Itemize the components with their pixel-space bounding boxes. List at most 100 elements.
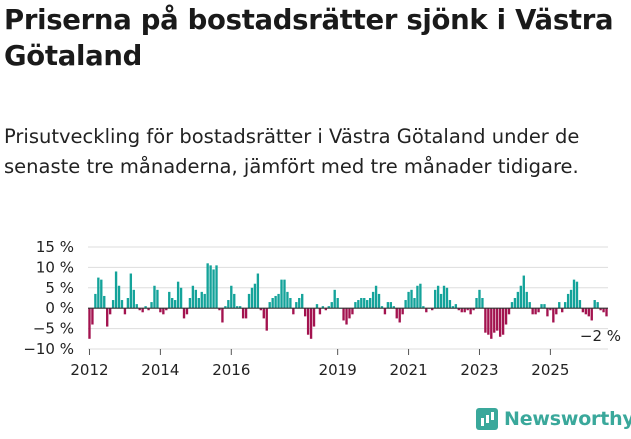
bar xyxy=(306,308,310,335)
bar xyxy=(457,308,460,311)
bar xyxy=(238,306,242,309)
bar xyxy=(209,265,212,309)
bar xyxy=(368,298,372,309)
bar xyxy=(460,308,463,313)
bar xyxy=(318,308,322,315)
bar xyxy=(342,308,345,321)
x-tick-label: 2012 xyxy=(70,361,108,379)
bar xyxy=(493,308,496,333)
bar xyxy=(126,298,130,309)
bar xyxy=(566,293,570,309)
bar xyxy=(262,308,265,319)
bar xyxy=(212,269,215,309)
bar xyxy=(513,298,517,309)
bar xyxy=(363,298,366,309)
bar xyxy=(132,289,135,309)
bar xyxy=(221,308,224,323)
bar xyxy=(522,275,525,309)
bar xyxy=(398,308,401,323)
bar xyxy=(392,306,395,309)
bar xyxy=(475,298,478,309)
bar xyxy=(114,271,118,309)
bar xyxy=(478,289,481,309)
bar xyxy=(123,308,127,315)
bar xyxy=(301,293,304,309)
bar xyxy=(386,302,390,309)
bar xyxy=(605,308,608,317)
bar xyxy=(487,308,490,335)
bar xyxy=(283,279,286,309)
bar xyxy=(540,304,543,309)
newsworthy-logo: Newsworthy xyxy=(476,408,631,430)
bar xyxy=(561,308,564,313)
bar xyxy=(292,308,295,315)
bar xyxy=(215,265,218,309)
bar xyxy=(498,308,502,337)
bar xyxy=(327,306,330,309)
bar xyxy=(233,293,236,309)
bar xyxy=(106,308,109,327)
bar xyxy=(537,308,540,313)
bar xyxy=(309,308,313,339)
bar xyxy=(295,302,298,309)
bar xyxy=(141,308,144,313)
chart-title: Priserna på bostadsrätter sjönk i Västra… xyxy=(4,4,614,72)
last-value-label: −2 % xyxy=(580,327,621,345)
bar xyxy=(156,289,159,309)
bar xyxy=(315,304,319,309)
bar xyxy=(442,285,446,309)
bar xyxy=(602,308,605,313)
bar xyxy=(528,302,531,309)
bar xyxy=(374,285,378,309)
bar xyxy=(531,308,534,315)
y-tick-label: 15 % xyxy=(36,238,74,256)
bar xyxy=(135,304,138,309)
bar xyxy=(490,308,493,339)
bar xyxy=(546,308,549,317)
bar xyxy=(277,293,280,309)
bar xyxy=(525,291,528,309)
bar xyxy=(321,306,325,309)
bar xyxy=(289,298,292,309)
bar xyxy=(351,308,354,315)
bar xyxy=(268,302,271,309)
bar xyxy=(469,308,472,315)
bar xyxy=(227,300,230,309)
bar xyxy=(91,308,94,325)
bar xyxy=(298,298,301,309)
bar xyxy=(395,308,398,319)
bar xyxy=(436,285,440,309)
bar xyxy=(439,293,443,309)
y-tick-label: −5 % xyxy=(33,320,74,338)
bar xyxy=(191,285,195,309)
bar xyxy=(247,293,251,309)
axis-layer: 15 % 10 % 5 % 0 % −5 % −10 % 2012 2014 2016 2019 2… xyxy=(23,238,621,379)
bar xyxy=(259,308,263,311)
bar xyxy=(188,298,192,309)
bar xyxy=(413,298,416,309)
y-tick-label: 5 % xyxy=(45,279,74,297)
grid-layer xyxy=(88,246,608,350)
bar xyxy=(200,291,203,309)
bar xyxy=(366,300,369,309)
bar xyxy=(599,308,602,311)
bar xyxy=(312,308,316,327)
bar xyxy=(111,300,115,309)
bar xyxy=(250,287,254,309)
bar xyxy=(445,287,449,309)
bar xyxy=(383,308,387,315)
bar xyxy=(179,287,183,309)
bar xyxy=(176,281,180,309)
x-tick-label: 2025 xyxy=(531,361,569,379)
bar xyxy=(345,308,348,325)
bar xyxy=(422,306,425,309)
bar xyxy=(552,308,555,323)
bar xyxy=(454,304,458,309)
x-tick-label: 2019 xyxy=(319,361,357,379)
bar xyxy=(153,285,156,309)
bar xyxy=(481,298,484,309)
bar xyxy=(129,273,133,309)
bar xyxy=(416,285,419,309)
bar xyxy=(425,308,428,313)
x-tick-label: 2014 xyxy=(141,361,179,379)
